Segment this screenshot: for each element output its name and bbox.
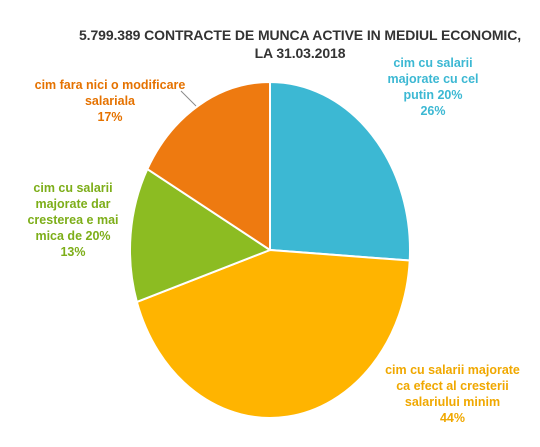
slice-label-no-salary-change: cim fara nici o modificare salariala 17% [25,77,195,125]
slice-percentage: 26% [420,104,446,118]
slice-label-line: majorate dar [35,197,111,211]
slice-percentage: 44% [439,411,466,425]
slice-label-line: ca efect al cresterii [396,379,509,393]
slice-label-line: putin 20% [403,88,463,102]
chart-title-line-1: 5.799.389 CONTRACTE DE MUNCA ACTIVE IN M… [78,27,522,43]
slice-percentage: 17% [97,110,123,124]
slice-label-minimum-wage-increase: cim cu salarii majorate ca efect al cres… [370,362,535,426]
slice-minimum-wage-increase [135,249,411,419]
pie-slices [129,81,411,419]
slice-salary-raised-20-plus [269,81,411,262]
chart-title: 5.799.389 CONTRACTE DE MUNCA ACTIVE IN M… [70,26,530,62]
slice-label-line: cresterea e mai [27,213,119,227]
slice-no-salary-change [146,81,271,251]
chart-title-line-2: LA 31.03.2018 [254,45,346,61]
label-leader-line [180,90,197,107]
slice-label-line: salariala [84,94,136,108]
slice-label-line: majorate cu cel [387,72,479,86]
slice-label-line: salariului minim [404,395,501,409]
slice-label-line: cim cu salarii [33,181,113,195]
slice-label-line: mica de 20% [35,229,111,243]
slice-label-salary-raised-20-plus: cim cu salarii majorate cu cel putin 20%… [373,55,493,119]
slice-label-line: cim cu salarii majorate [385,363,520,377]
slice-label-salary-raised-below-20: cim cu salarii majorate dar cresterea e … [18,180,128,260]
slice-label-line: cim cu salarii [393,56,473,70]
slice-percentage: 13% [60,245,86,259]
slice-label-line: cim fara nici o modificare [34,78,186,92]
slice-salary-raised-below-20 [129,168,271,303]
